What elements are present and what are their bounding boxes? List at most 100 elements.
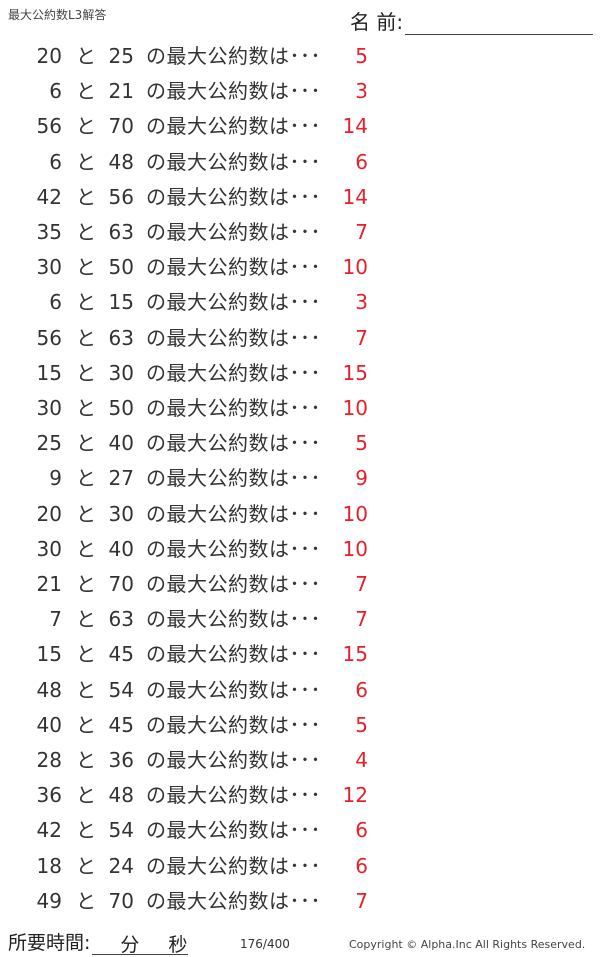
answer: 4 (355, 748, 368, 772)
question-text: の最大公約数は･･･ (146, 325, 321, 350)
problem-row: 48 と 54 の最大公約数は･･･ 6 (0, 675, 400, 705)
first-number: 7 (49, 607, 62, 632)
connector: と (76, 220, 96, 244)
question-text: の最大公約数は･･･ (146, 642, 321, 667)
connector: と (76, 431, 96, 456)
answer: 9 (355, 466, 368, 491)
question-text: の最大公約数は･･･ (146, 501, 321, 526)
question-text: の最大公約数は･･･ (146, 712, 321, 737)
page-number: 176/400 (240, 937, 290, 951)
answer: 15 (342, 360, 368, 385)
problem-row: 30 と 50 の最大公約数は･･･ 10 (0, 393, 400, 423)
answer: 7 (355, 607, 368, 632)
answer: 7 (355, 220, 368, 244)
second-number: 63 (108, 325, 134, 350)
first-number: 21 (36, 572, 62, 596)
question-text: の最大公約数は･･･ (146, 607, 321, 632)
second-number: 50 (108, 396, 134, 420)
first-number: 56 (36, 325, 62, 350)
first-number: 42 (36, 818, 62, 843)
connector: と (76, 783, 96, 808)
connector: と (76, 712, 96, 737)
connector: と (76, 888, 96, 913)
problem-row: 30 と 40 の最大公約数は･･･ 10 (0, 534, 400, 564)
second-number: 24 (108, 853, 134, 878)
problem-row: 6 と 15 の最大公約数は･･･ 3 (0, 287, 400, 317)
question-text: の最大公約数は･･･ (146, 748, 321, 772)
second-number: 63 (108, 220, 134, 244)
question-text: の最大公約数は･･･ (146, 888, 321, 913)
time-label: 所要時間: (8, 932, 91, 954)
first-number: 36 (36, 783, 62, 808)
first-number: 48 (36, 677, 62, 702)
second-number: 30 (108, 501, 134, 526)
answer: 3 (355, 290, 368, 315)
problem-row: 25 と 40 の最大公約数は･･･ 5 (0, 428, 400, 458)
first-number: 6 (49, 290, 62, 315)
question-text: の最大公約数は･･･ (146, 79, 321, 104)
first-number: 20 (36, 44, 62, 68)
question-text: の最大公約数は･･･ (146, 184, 321, 209)
answer: 6 (355, 677, 368, 702)
connector: と (76, 677, 96, 702)
answer: 5 (355, 431, 368, 456)
problem-row: 42 と 56 の最大公約数は･･･ 14 (0, 182, 400, 212)
answer: 14 (342, 114, 368, 139)
problem-row: 35 と 63 の最大公約数は･･･ 7 (0, 217, 400, 247)
connector: と (76, 360, 96, 385)
first-number: 28 (36, 748, 62, 772)
second-number: 70 (108, 888, 134, 913)
connector: と (76, 572, 96, 596)
first-number: 18 (36, 853, 62, 878)
connector: と (76, 44, 96, 68)
problem-row: 6 と 21 の最大公約数は･･･ 3 (0, 76, 400, 106)
connector: と (76, 748, 96, 772)
question-text: の最大公約数は･･･ (146, 360, 321, 385)
first-number: 20 (36, 501, 62, 526)
answer: 10 (342, 536, 368, 561)
connector: と (76, 536, 96, 561)
connector: と (76, 290, 96, 315)
problem-row: 56 と 70 の最大公約数は･･･ 14 (0, 111, 400, 141)
answer: 12 (342, 783, 368, 808)
seconds-label: 秒 (168, 934, 188, 956)
problem-row: 15 と 30 の最大公約数は･･･ 15 (0, 358, 400, 388)
question-text: の最大公約数は･･･ (146, 290, 321, 315)
question-text: の最大公約数は･･･ (146, 255, 321, 280)
first-number: 15 (36, 642, 62, 667)
problem-row: 20 と 25 の最大公約数は･･･ 5 (0, 41, 400, 71)
question-text: の最大公約数は･･･ (146, 572, 321, 596)
answer: 7 (355, 325, 368, 350)
problem-row: 7 と 63 の最大公約数は･･･ 7 (0, 604, 400, 634)
answer: 10 (342, 396, 368, 420)
worksheet-title: 最大公約数L3解答 (8, 8, 107, 22)
first-number: 15 (36, 360, 62, 385)
first-number: 40 (36, 712, 62, 737)
first-number: 25 (36, 431, 62, 456)
answer: 6 (355, 818, 368, 843)
connector: と (76, 853, 96, 878)
answer: 10 (342, 255, 368, 280)
problem-row: 56 と 63 の最大公約数は･･･ 7 (0, 323, 400, 353)
question-text: の最大公約数は･･･ (146, 853, 321, 878)
first-number: 6 (49, 79, 62, 104)
copyright: Copyright © Alpha.Inc All Rights Reserve… (349, 938, 586, 951)
problem-row: 15 と 45 の最大公約数は･･･ 15 (0, 639, 400, 669)
first-number: 30 (36, 255, 62, 280)
connector: と (76, 325, 96, 350)
second-number: 70 (108, 572, 134, 596)
first-number: 6 (49, 149, 62, 174)
first-number: 30 (36, 396, 62, 420)
connector: と (76, 79, 96, 104)
connector: と (76, 642, 96, 667)
second-number: 21 (108, 79, 134, 104)
question-text: の最大公約数は･･･ (146, 783, 321, 808)
question-text: の最大公約数は･･･ (146, 396, 321, 420)
question-text: の最大公約数は･･･ (146, 536, 321, 561)
problem-row: 18 と 24 の最大公約数は･･･ 6 (0, 851, 400, 881)
answer: 10 (342, 501, 368, 526)
connector: と (76, 501, 96, 526)
first-number: 56 (36, 114, 62, 139)
second-number: 15 (108, 290, 134, 315)
second-number: 36 (108, 748, 134, 772)
